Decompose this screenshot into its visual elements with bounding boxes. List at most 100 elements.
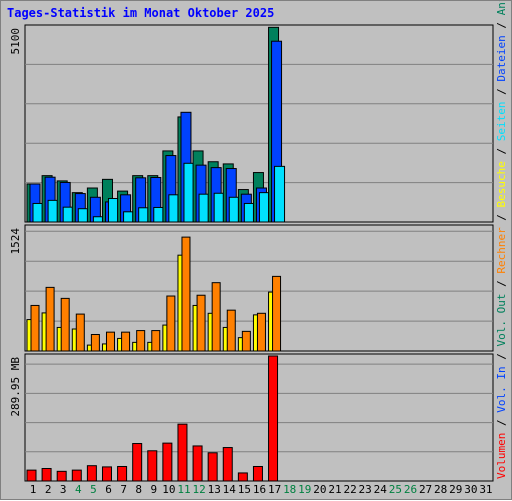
bar-volumen-day-14 — [222, 447, 233, 482]
panel-volume-ymax-label: 289.95 MB — [9, 357, 22, 417]
bar-seiten-day-17 — [274, 165, 286, 223]
bar-seiten-day-5 — [92, 216, 104, 223]
legend-item-vol-out: Vol. Out — [495, 294, 508, 347]
bar-volumen-day-1 — [26, 469, 37, 482]
bar-seiten-day-3 — [62, 206, 74, 223]
legend-separator: / — [495, 15, 508, 35]
bar-rechner-day-1 — [30, 304, 40, 352]
legend-item-anfragen: Anfragen — [495, 1, 508, 15]
legend-separator: / — [495, 347, 508, 367]
bar-seiten-day-7 — [123, 211, 135, 223]
bar-seiten-day-4 — [77, 208, 89, 223]
legend-separator: / — [495, 413, 508, 433]
bar-rechner-day-16 — [256, 312, 266, 352]
bar-rechner-day-9 — [151, 330, 161, 352]
legend-item-volumen: Volumen — [495, 433, 508, 479]
legend-separator: / — [495, 141, 508, 161]
bar-rechner-day-5 — [90, 334, 100, 352]
x-tick-label: 26 — [404, 483, 417, 496]
bar-seiten-day-15 — [243, 202, 255, 223]
bar-volumen-day-13 — [207, 452, 218, 482]
x-tick-label: 28 — [434, 483, 447, 496]
x-tick-label: 6 — [105, 483, 112, 496]
bar-rechner-day-13 — [211, 282, 221, 352]
bar-seiten-day-6 — [107, 198, 119, 223]
bar-rechner-day-12 — [196, 294, 206, 352]
bar-volumen-day-10 — [162, 442, 173, 482]
legend-separator: / — [495, 82, 508, 102]
x-tick-label: 16 — [253, 483, 266, 496]
legend-item-besuche: Besuche — [495, 161, 508, 207]
x-tick-label: 5 — [90, 483, 97, 496]
bar-rechner-day-15 — [241, 330, 251, 352]
bar-volumen-day-12 — [192, 445, 203, 482]
x-tick-label: 1 — [30, 483, 37, 496]
bar-volumen-day-5 — [86, 465, 97, 482]
x-tick-label: 13 — [208, 483, 221, 496]
bar-seiten-day-9 — [153, 206, 165, 223]
bar-volumen-day-7 — [117, 465, 128, 482]
x-tick-label: 12 — [192, 483, 205, 496]
x-tick-label: 30 — [464, 483, 477, 496]
bar-seiten-day-14 — [228, 196, 240, 223]
x-tick-label: 23 — [359, 483, 372, 496]
x-tick-label: 27 — [419, 483, 432, 496]
legend-item-vol-in: Vol. In — [495, 366, 508, 412]
x-tick-label: 17 — [268, 483, 281, 496]
bar-volumen-day-16 — [252, 465, 263, 482]
x-tick-label: 31 — [479, 483, 492, 496]
bar-rechner-day-6 — [105, 331, 115, 352]
x-tick-label: 8 — [135, 483, 142, 496]
bar-volumen-day-3 — [56, 470, 67, 482]
bar-seiten-day-11 — [183, 162, 195, 223]
bar-seiten-day-8 — [138, 207, 150, 223]
chart-title: Tages-Statistik im Monat Oktober 2025 — [7, 6, 275, 20]
x-tick-label: 18 — [283, 483, 296, 496]
legend-item-dateien: Dateien — [495, 35, 508, 81]
bar-rechner-day-10 — [166, 295, 176, 352]
bar-volumen-day-4 — [71, 469, 82, 482]
bar-volumen-day-6 — [101, 466, 112, 482]
x-tick-label: 2 — [45, 483, 52, 496]
legend: Volumen / Vol. In / Vol. Out / Rechner /… — [495, 1, 508, 479]
x-tick-label: 14 — [223, 483, 237, 496]
x-tick-label: 7 — [120, 483, 127, 496]
x-tick-label: 10 — [162, 483, 175, 496]
panel-visits-ymax-label: 1524 — [9, 228, 22, 255]
panel-volume-frame — [24, 353, 494, 482]
bar-volumen-day-9 — [147, 450, 158, 482]
x-tick-label: 29 — [449, 483, 462, 496]
x-tick-label: 24 — [374, 483, 388, 496]
bar-seiten-day-13 — [213, 192, 225, 223]
bar-volumen-day-2 — [41, 468, 52, 482]
bar-rechner-day-8 — [136, 330, 146, 352]
bar-volumen-day-11 — [177, 423, 188, 482]
x-tick-label: 22 — [343, 483, 356, 496]
x-tick-label: 4 — [75, 483, 82, 496]
bar-rechner-day-4 — [75, 313, 85, 352]
bar-seiten-day-2 — [47, 199, 59, 223]
x-tick-label: 25 — [389, 483, 402, 496]
x-tick-label: 9 — [151, 483, 158, 496]
x-tick-label: 3 — [60, 483, 67, 496]
bar-rechner-day-7 — [121, 331, 131, 352]
x-tick-label: 20 — [313, 483, 326, 496]
x-tick-label: 11 — [177, 483, 190, 496]
x-tick-label: 19 — [298, 483, 311, 496]
bar-rechner-day-14 — [226, 309, 236, 352]
bar-seiten-day-16 — [258, 192, 270, 223]
x-tick-label: 21 — [328, 483, 341, 496]
bar-seiten-day-10 — [168, 194, 180, 223]
legend-item-seiten: Seiten — [495, 101, 508, 141]
bar-rechner-day-3 — [60, 297, 70, 352]
bar-volumen-day-8 — [132, 443, 143, 482]
bar-volumen-day-15 — [237, 472, 248, 482]
panel-hits-ymax-label: 5100 — [9, 28, 22, 55]
bar-seiten-day-1 — [32, 202, 44, 223]
bar-rechner-day-17 — [272, 275, 282, 352]
bar-rechner-day-11 — [181, 236, 191, 352]
x-tick-label: 15 — [238, 483, 251, 496]
legend-separator: / — [495, 274, 508, 294]
